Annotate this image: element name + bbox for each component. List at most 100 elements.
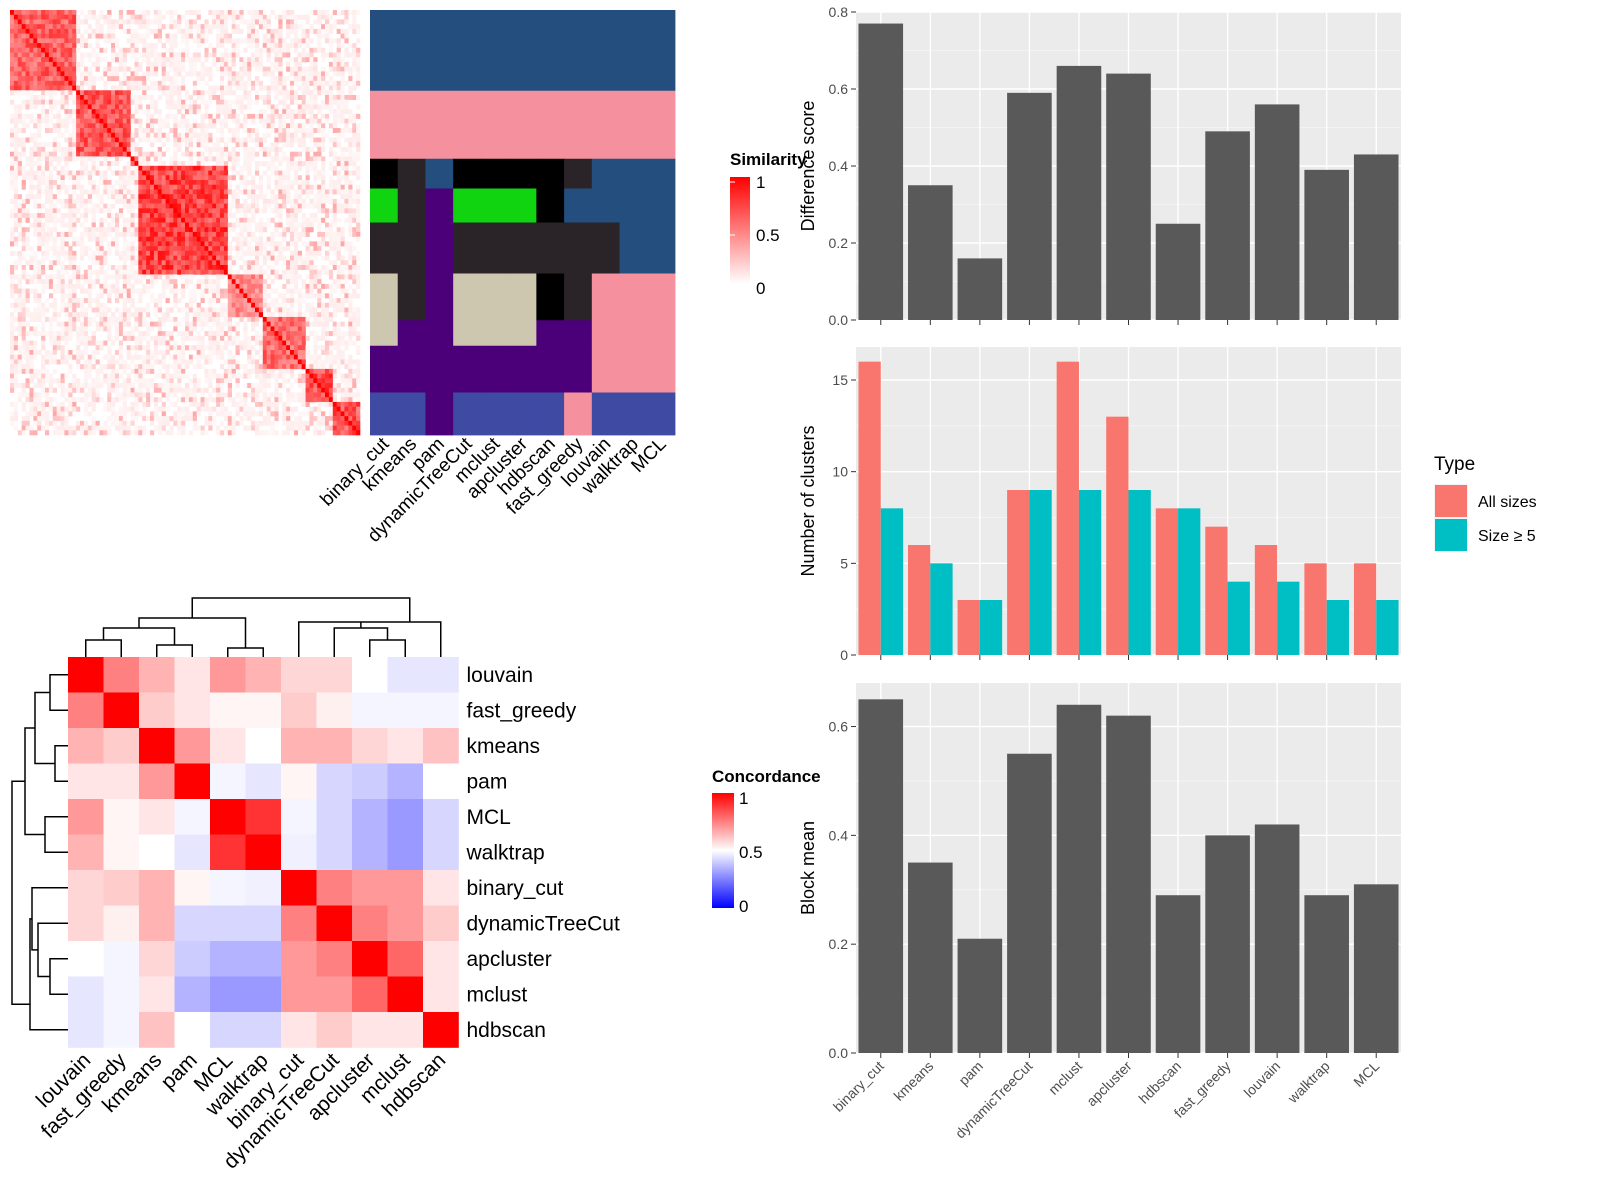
similarity-cell xyxy=(10,165,15,171)
similarity-cell xyxy=(192,298,197,304)
similarity-cell xyxy=(17,302,22,308)
similarity-cell xyxy=(13,241,19,247)
similarity-cell xyxy=(340,208,345,214)
similarity-cell xyxy=(68,10,73,16)
similarity-cell xyxy=(83,38,89,44)
similarity-cell xyxy=(122,222,127,228)
similarity-cell xyxy=(103,47,108,53)
similarity-cell xyxy=(266,132,271,138)
similarity-cell xyxy=(157,298,162,304)
similarity-cell xyxy=(138,293,143,299)
similarity-cell xyxy=(332,326,337,332)
similarity-cell xyxy=(68,113,73,119)
similarity-cell xyxy=(45,109,50,115)
similarity-cell xyxy=(247,128,252,134)
similarity-cell xyxy=(262,14,267,20)
similarity-cell xyxy=(37,208,42,214)
similarity-cell xyxy=(348,151,353,157)
similarity-cell xyxy=(258,85,264,91)
similarity-cell xyxy=(91,137,96,143)
similarity-cell xyxy=(188,170,194,176)
similarity-cell xyxy=(48,19,54,25)
similarity-cell xyxy=(17,128,22,134)
similarity-cell xyxy=(91,354,96,360)
similarity-cell xyxy=(313,184,318,190)
similarity-cell xyxy=(247,95,252,101)
similarity-cell xyxy=(301,113,306,119)
similarity-cell xyxy=(29,113,34,119)
similarity-cell xyxy=(243,217,248,223)
similarity-cell xyxy=(278,302,283,308)
similarity-cell xyxy=(64,340,69,346)
similarity-cell xyxy=(64,109,69,115)
similarity-cell xyxy=(247,19,252,25)
similarity-cell xyxy=(95,14,100,20)
similarity-cell xyxy=(348,307,353,313)
similarity-cell xyxy=(255,331,260,337)
similarity-cell xyxy=(235,28,240,34)
similarity-cell xyxy=(111,109,116,115)
similarity-cell xyxy=(177,250,182,256)
similarity-cell xyxy=(208,250,213,256)
similarity-cell xyxy=(328,350,334,356)
similarity-cell xyxy=(45,156,50,162)
similarity-cell xyxy=(60,213,65,219)
similarity-cell xyxy=(134,180,139,186)
similarity-cell xyxy=(91,109,96,115)
similarity-cell xyxy=(239,265,244,271)
similarity-cell xyxy=(216,307,221,313)
similarity-cell xyxy=(45,279,50,285)
similarity-cell xyxy=(157,146,162,152)
similarity-cell xyxy=(231,137,236,143)
similarity-cell xyxy=(142,10,147,16)
similarity-cell xyxy=(301,217,306,223)
similarity-cell xyxy=(60,104,65,110)
similarity-cell xyxy=(231,279,236,285)
similarity-cell xyxy=(336,19,341,25)
similarity-cell xyxy=(161,43,166,49)
similarity-cell xyxy=(48,24,54,30)
similarity-cell xyxy=(181,250,186,256)
similarity-cell xyxy=(161,151,166,157)
similarity-cell xyxy=(282,76,287,82)
similarity-cell xyxy=(13,38,19,44)
similarity-cell xyxy=(115,189,120,195)
similarity-cell xyxy=(29,151,34,157)
similarity-cell xyxy=(188,24,194,30)
similarity-cell xyxy=(196,170,201,176)
similarity-cell xyxy=(37,118,42,124)
similarity-cell xyxy=(122,194,127,200)
similarity-cell xyxy=(60,118,65,124)
similarity-cell xyxy=(258,52,264,58)
similarity-cell xyxy=(286,66,291,72)
similarity-cell xyxy=(188,213,194,219)
similarity-cell xyxy=(239,76,244,82)
similarity-cell xyxy=(64,231,69,237)
similarity-cell xyxy=(352,118,357,124)
similarity-cell xyxy=(118,123,124,129)
similarity-cell xyxy=(328,52,334,58)
similarity-cell xyxy=(68,28,73,34)
similarity-cell xyxy=(290,354,295,360)
similarity-cell xyxy=(37,184,42,190)
similarity-cell xyxy=(196,189,201,195)
similarity-cell xyxy=(309,118,314,124)
similarity-cell xyxy=(293,132,299,138)
similarity-cell xyxy=(130,76,135,82)
similarity-cell xyxy=(293,66,299,72)
similarity-cell xyxy=(17,85,22,91)
similarity-cell xyxy=(48,203,54,209)
similarity-cell xyxy=(33,85,38,91)
similarity-cell xyxy=(80,231,85,237)
similarity-cell xyxy=(235,189,240,195)
similarity-cell xyxy=(165,57,170,63)
similarity-cell xyxy=(99,321,104,327)
similarity-cell xyxy=(196,241,201,247)
similarity-cell xyxy=(33,213,38,219)
similarity-cell xyxy=(297,345,302,351)
similarity-cell xyxy=(95,227,100,233)
similarity-cell xyxy=(107,95,112,101)
similarity-cell xyxy=(251,269,256,275)
similarity-cell xyxy=(17,156,22,162)
similarity-cell xyxy=(91,123,96,129)
